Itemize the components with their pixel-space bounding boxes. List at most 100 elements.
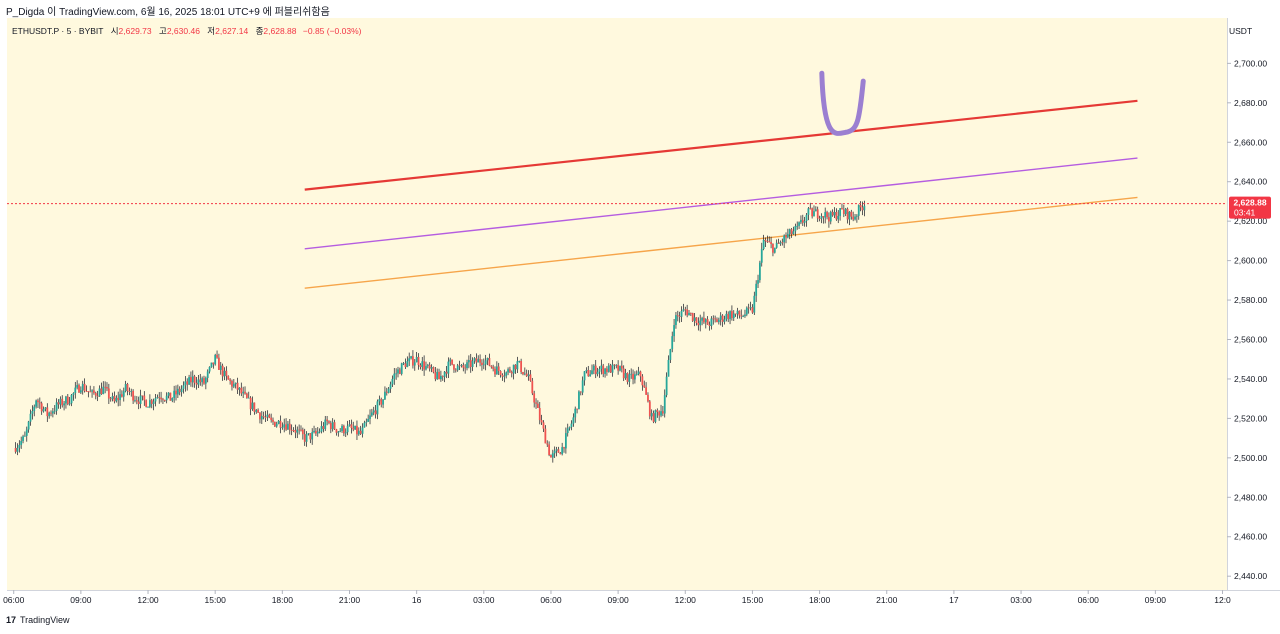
candle-body: [473, 358, 476, 361]
candle-body: [184, 381, 187, 386]
candle-body: [104, 386, 107, 388]
candle-body: [249, 397, 252, 410]
candle-body: [423, 361, 426, 370]
candle-body: [102, 386, 105, 395]
candle-body: [456, 365, 459, 371]
candle-body: [781, 242, 784, 244]
candle-body: [842, 209, 845, 215]
candle-body: [454, 369, 457, 371]
candle-body: [494, 368, 496, 375]
candle-body: [79, 390, 82, 393]
candle-body: [152, 401, 155, 404]
candle-body: [171, 397, 174, 401]
candle-body: [469, 360, 472, 367]
candle-body: [495, 366, 498, 375]
brand-name[interactable]: TradingView: [20, 615, 70, 625]
candle-body: [42, 409, 45, 412]
candle-body: [236, 382, 239, 390]
candle-body: [245, 393, 248, 398]
candle-body: [195, 382, 198, 385]
candle-body: [393, 373, 396, 379]
price-tick-label: 2,560.00: [1234, 335, 1267, 345]
candle-body: [855, 215, 858, 217]
trend-line-orange[interactable]: [304, 196, 1138, 289]
price-tick-label: 2,620.00: [1234, 216, 1267, 226]
candle-body: [363, 422, 366, 428]
candle-body: [719, 315, 722, 320]
candle-body: [288, 423, 291, 430]
candle-body: [25, 429, 28, 436]
candle-body: [380, 399, 383, 405]
candle-body: [154, 398, 157, 402]
u-shape-annotation[interactable]: [819, 70, 866, 136]
candle-body: [147, 406, 149, 408]
symbol-label[interactable]: ETHUSDT.P · 5 · BYBIT: [12, 26, 104, 36]
candle-body: [344, 432, 347, 434]
candle-body: [766, 241, 769, 243]
price-tick-label: 2,440.00: [1234, 571, 1267, 581]
trend-line-purple[interactable]: [304, 157, 1138, 250]
candle-body: [78, 385, 80, 393]
candle-body: [376, 401, 379, 415]
candle-body: [35, 400, 38, 407]
candle-body: [482, 364, 485, 366]
candle-body: [773, 247, 776, 253]
candle-body: [426, 364, 429, 367]
candle-body: [27, 421, 30, 430]
candle-body: [342, 425, 345, 434]
candle-body: [652, 413, 655, 422]
candlestick-chart[interactable]: 2,440.00 2,460.00 2,480.00 2,500.00 2,520.00…: [0, 18, 1280, 610]
chart-frame[interactable]: 2,440.00 2,460.00 2,480.00 2,500.00 2,520.00…: [0, 18, 1280, 610]
candle-body: [16, 447, 19, 452]
low-value: 2,627.14: [215, 26, 249, 36]
candle-body: [732, 313, 735, 319]
candle-body: [831, 211, 834, 216]
candle-body: [555, 449, 558, 451]
candle-body: [122, 391, 125, 397]
candle-body: [731, 311, 733, 319]
candle-body: [89, 391, 92, 393]
candle-body: [721, 315, 724, 322]
candle-body: [63, 403, 65, 406]
candle-body: [29, 413, 32, 422]
candle-body: [829, 211, 832, 222]
candle-body: [645, 387, 648, 395]
candle-body: [221, 365, 224, 377]
candle-body: [658, 411, 661, 416]
candle-body: [537, 403, 539, 409]
candle-body: [544, 428, 547, 444]
candle-body: [68, 403, 71, 405]
time-tick-label: 21:00: [339, 595, 361, 605]
candle-body: [786, 234, 789, 238]
candle-body: [356, 425, 358, 435]
candle-body: [145, 400, 148, 407]
candle-body: [436, 371, 439, 380]
price-tick-label: 2,680.00: [1234, 98, 1267, 108]
candle-body: [447, 361, 450, 374]
candle-body: [628, 374, 631, 382]
candle-body: [398, 369, 401, 374]
candle-body: [727, 313, 730, 319]
candle-body: [96, 395, 99, 397]
candle-body: [206, 371, 209, 378]
candle-body: [22, 436, 24, 441]
trend-line-red[interactable]: [304, 99, 1138, 191]
candle-body: [37, 400, 39, 403]
candle-body: [675, 315, 677, 326]
candle-body: [83, 383, 86, 391]
candle-body: [770, 242, 772, 244]
candles: [14, 200, 866, 463]
candle-body: [257, 409, 259, 413]
candle-body: [132, 390, 135, 401]
candle-body: [758, 262, 761, 281]
tradingview-logo-icon[interactable]: 17: [6, 615, 17, 625]
candle-body: [320, 426, 323, 432]
candle-body: [178, 388, 181, 393]
candle-body: [660, 411, 662, 416]
candle-body: [617, 365, 620, 371]
candle-body: [525, 373, 528, 377]
candle-body: [111, 396, 114, 400]
candle-body: [400, 363, 403, 374]
candle-body: [434, 372, 437, 380]
currency-label[interactable]: USDT: [1229, 26, 1253, 36]
